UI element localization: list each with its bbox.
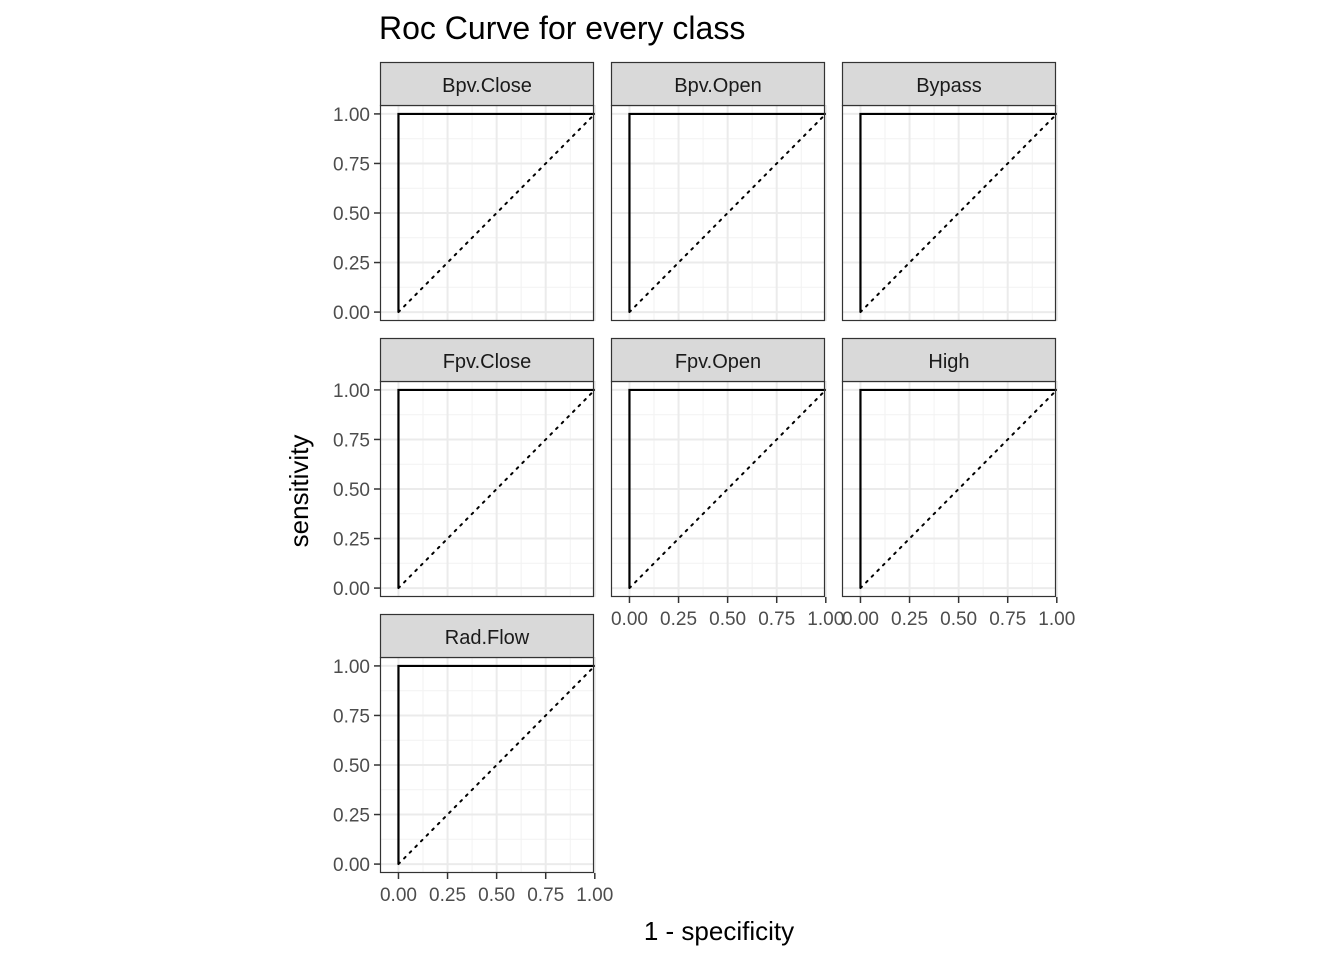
facet-strip [841,61,1057,107]
facet-panel: Bypass [841,61,1058,322]
x-tick-label: 0.25 [660,609,697,630]
y-tick-label: 0.75 [333,706,370,727]
facet-panel: Fpv.Close 0.00 0.25 0.50 0.75 1.00 [333,337,596,600]
y-tick-label: 0.00 [333,855,370,876]
facet-strip [841,337,1057,383]
x-tick-label: 0.00 [380,885,417,906]
facet-panel: Fpv.Open 0.00 0.25 0.50 0.75 1.00 [610,337,844,630]
roc-curve [397,388,595,589]
y-tick-label: 0.50 [333,204,370,225]
facet-panel: High 0.00 0.25 0.50 0.75 1.00 [841,337,1075,630]
x-tick-label: 0.50 [940,609,977,630]
facet-strip [379,613,595,659]
roc-curve [397,664,595,865]
facet-strip-label: Rad.Flow [445,627,530,649]
roc-curve [397,112,595,313]
facet-panels: Bpv.Close 0.00 0.25 0.50 0.75 1.00 Bpv.Open Byp… [333,61,1075,906]
chart-title: Roc Curve for every class [379,10,745,46]
reference-line [397,112,596,314]
y-tick-label: 0.75 [333,154,370,175]
x-tick-label: 1.00 [1038,609,1075,630]
facet-strip-label: Fpv.Open [675,351,761,373]
x-tick-label: 0.50 [478,885,515,906]
x-tick-label: 0.00 [611,609,648,630]
facet-strip-label: High [928,351,969,373]
x-tick-label: 0.25 [891,609,928,630]
y-tick-label: 0.50 [333,756,370,777]
x-tick-label: 1.00 [807,609,844,630]
roc-curve [628,388,826,589]
facet-strip-label: Bypass [916,75,982,97]
facet-strip [379,61,595,107]
y-tick-label: 0.75 [333,430,370,451]
reference-line [628,388,827,590]
facet-strip [610,61,826,107]
facet-strip-label: Bpv.Open [674,75,761,97]
facet-strip-label: Bpv.Close [442,75,532,97]
facet-panel: Bpv.Open [610,61,827,322]
x-axis-title: 1 - specificity [644,916,794,946]
reference-line [397,664,596,866]
facet-strip [610,337,826,383]
reference-line [628,112,827,314]
reference-line [859,112,1058,314]
y-tick-label: 0.25 [333,254,370,275]
x-tick-label: 0.75 [989,609,1026,630]
roc-curve [859,112,1057,313]
facet-panel: Bpv.Close 0.00 0.25 0.50 0.75 1.00 [333,61,596,324]
y-tick-label: 1.00 [333,105,370,126]
facet-panel: Rad.Flow 0.00 0.25 0.50 0.75 1.00 0.00 0.25 0.50… [333,613,613,906]
facet-strip-label: Fpv.Close [443,351,532,373]
x-tick-label: 0.00 [842,609,879,630]
y-tick-label: 1.00 [333,381,370,402]
x-tick-label: 0.75 [758,609,795,630]
roc-curve [628,112,826,313]
x-tick-label: 0.75 [527,885,564,906]
y-tick-label: 0.25 [333,806,370,827]
x-tick-label: 0.50 [709,609,746,630]
y-tick-label: 1.00 [333,657,370,678]
y-tick-label: 0.25 [333,530,370,551]
facet-strip [379,337,595,383]
x-tick-label: 1.00 [576,885,613,906]
roc-curve [859,388,1057,589]
y-tick-label: 0.50 [333,480,370,501]
y-tick-label: 0.00 [333,579,370,600]
reference-line [397,388,596,590]
y-axis-title: sensitivity [284,435,314,548]
y-tick-label: 0.00 [333,303,370,324]
x-tick-label: 0.25 [429,885,466,906]
reference-line [859,388,1058,590]
